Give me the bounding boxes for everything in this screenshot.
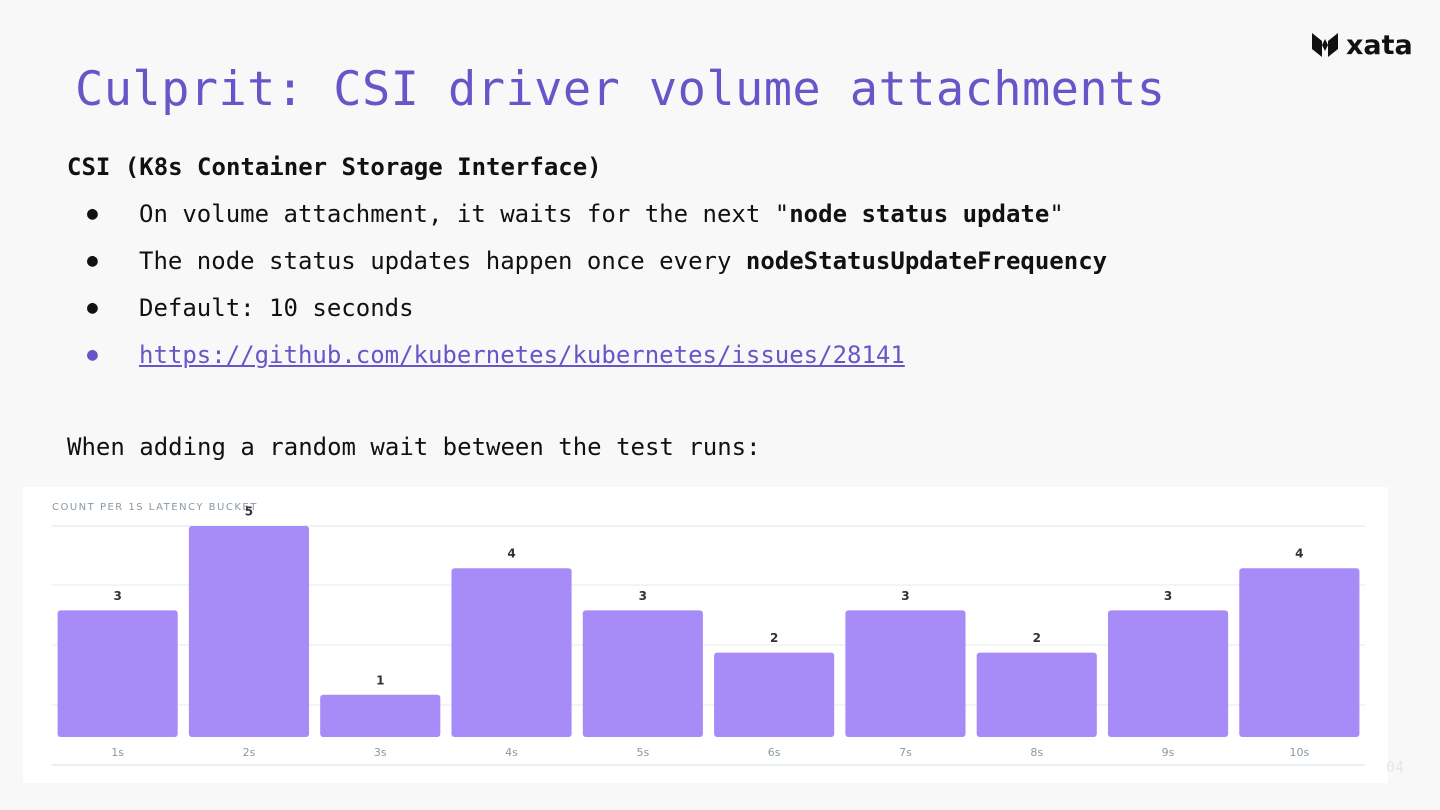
bar xyxy=(976,652,1097,737)
bullet: On volume attachment, it waits for the n… xyxy=(67,200,1107,247)
logo-icon xyxy=(1312,32,1338,57)
text: " xyxy=(1049,200,1064,228)
bar xyxy=(582,610,703,737)
bold-text: nodeStatusUpdateFrequency xyxy=(745,247,1108,275)
x-tick-label: 3s xyxy=(374,746,387,759)
value-label: 3 xyxy=(639,589,647,603)
x-tick-label: 7s xyxy=(899,746,912,759)
bar xyxy=(714,652,835,737)
x-tick-label: 9s xyxy=(1162,746,1175,759)
value-label: 2 xyxy=(1033,631,1041,645)
x-tick-label: 5s xyxy=(636,746,649,759)
value-label: 2 xyxy=(770,631,778,645)
x-tick-label: 8s xyxy=(1030,746,1043,759)
bar xyxy=(57,610,178,737)
slide-title: Culprit: CSI driver volume attachments xyxy=(75,62,1166,117)
bar xyxy=(1107,610,1229,737)
heading: CSI (K8s Container Storage Interface) xyxy=(67,153,602,181)
text: The node status updates happen once ever… xyxy=(139,247,746,275)
page-number: 04 xyxy=(1386,758,1405,776)
value-label: 4 xyxy=(1295,547,1303,561)
x-tick-label: 2s xyxy=(243,746,256,759)
value-label: 3 xyxy=(901,589,909,603)
text: On volume attachment, it waits for the n… xyxy=(139,200,790,228)
bar xyxy=(188,526,310,737)
link[interactable]: https://github.com/kubernetes/kubernetes… xyxy=(139,341,905,369)
bullet: Default: 10 seconds xyxy=(67,294,1107,341)
value-label: 3 xyxy=(113,589,121,603)
x-tick-label: 1s xyxy=(111,746,124,759)
value-label: 4 xyxy=(507,547,515,561)
bar xyxy=(1239,568,1360,737)
x-tick-label: 4s xyxy=(505,746,518,759)
bullet: The node status updates happen once ever… xyxy=(67,247,1107,294)
value-label: 3 xyxy=(1164,589,1172,603)
value-label: 1 xyxy=(376,673,384,687)
bar xyxy=(845,610,966,737)
logo-text: xata xyxy=(1346,30,1413,61)
note: When adding a random wait between the te… xyxy=(67,433,761,461)
bar xyxy=(320,694,441,737)
bullet: https://github.com/kubernetes/kubernetes… xyxy=(67,341,1107,388)
bold-text: node status update xyxy=(789,200,1050,228)
chart: COUNT PER 1S LATENCY BUCKET 1s 3 2s 5 3s 1 4s 4… xyxy=(23,487,1388,783)
chart-title: COUNT PER 1S LATENCY BUCKET xyxy=(52,502,258,513)
x-tick-label: 6s xyxy=(768,746,781,759)
x-tick-label: 10s xyxy=(1289,746,1309,759)
value-label: 5 xyxy=(245,505,253,519)
logo: xata xyxy=(1310,30,1413,61)
text: Default: 10 seconds xyxy=(139,294,414,322)
bar xyxy=(451,568,572,737)
bullet-list: On volume attachment, it waits for the n… xyxy=(67,200,1107,388)
